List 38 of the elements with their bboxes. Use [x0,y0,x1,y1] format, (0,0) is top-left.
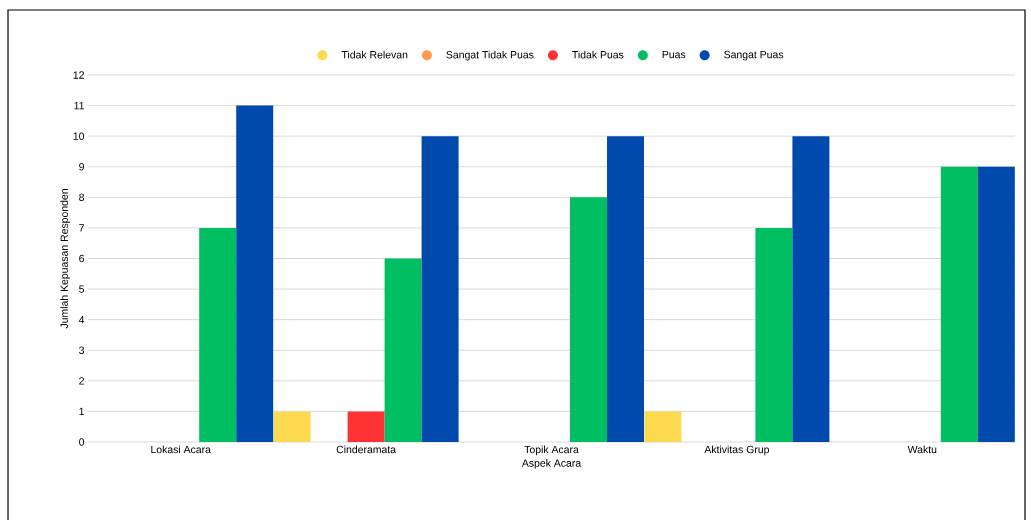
y-tick-label: 0 [79,438,85,446]
legend-label: Sangat Puas [724,50,784,61]
y-tick-label: 1 [79,407,84,415]
bar [384,258,422,442]
y-tick-label: 7 [79,224,84,232]
x-tick-label: Topik Acara [524,445,579,456]
y-tick-label: 2 [79,377,84,385]
y-tick-label: 12 [73,71,84,79]
bar [570,197,608,442]
x-tick-label: Aktivitas Grup [704,445,770,456]
y-tick-label: 6 [79,254,85,263]
bar [644,411,682,442]
x-tick-label: Cinderamata [336,445,397,454]
x-tick-label: Lokasi Acara [151,445,211,454]
bar [755,227,793,442]
legend-label: Puas [662,50,686,59]
bar [940,166,978,442]
bar [977,166,1015,442]
y-tick-label: 8 [79,193,85,202]
y-tick-label: 11 [74,101,84,110]
bar [792,136,830,442]
bar [273,411,311,442]
y-axis-title: Jumlah Kepuasan Responden [60,189,71,329]
y-tick-label: 3 [79,346,85,354]
y-tick-label: 5 [79,285,85,293]
x-axis-title: Aspek Acara [521,459,582,469]
x-tick-label: Waktu [907,445,937,454]
bar [607,136,645,442]
y-tick-label: 4 [78,316,85,324]
bar [236,105,274,442]
bar [347,411,385,442]
legend-label: Tidak Relevan [341,50,408,59]
bar [421,136,459,442]
y-tick-label: 10 [73,132,85,140]
legend-label: Sangat Tidak Puas [446,50,534,61]
legend-label: Tidak Puas [572,50,624,59]
bar [199,227,237,442]
y-tick-label: 9 [79,163,84,171]
